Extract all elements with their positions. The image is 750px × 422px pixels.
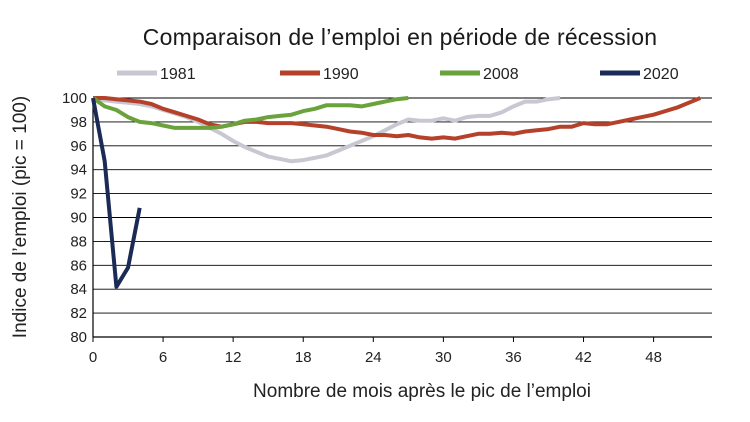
legend: 1981 1990 2008 2020 bbox=[117, 66, 679, 83]
y-tick-label-96: 96 bbox=[70, 138, 87, 155]
series-lines bbox=[91, 96, 702, 289]
y-tick-label-98: 98 bbox=[70, 114, 87, 131]
chart-title: Comparaison de l’emploi en période de ré… bbox=[142, 24, 658, 50]
y-tick-label-82: 82 bbox=[70, 305, 87, 322]
y-tick-labels: 80 82 84 86 88 90 92 94 96 98 100 bbox=[62, 90, 87, 346]
x-axis-label: Nombre de mois après le pic de l’emploi bbox=[253, 381, 591, 402]
x-tick-label-36: 36 bbox=[505, 349, 522, 366]
y-tick-label-80: 80 bbox=[70, 329, 87, 346]
x-tick-label-30: 30 bbox=[435, 349, 452, 366]
y-tick-label-84: 84 bbox=[70, 281, 87, 298]
y-tick-label-92: 92 bbox=[70, 186, 87, 203]
series-line-2008 bbox=[91, 96, 409, 130]
series-line-2020 bbox=[91, 97, 142, 289]
x-tick-label-0: 0 bbox=[89, 349, 97, 366]
series-line-1990 bbox=[93, 96, 702, 141]
x-tick-label-18: 18 bbox=[295, 349, 312, 366]
x-tick-label-6: 6 bbox=[159, 349, 167, 366]
x-tick-label-12: 12 bbox=[225, 349, 242, 366]
y-tick-label-100: 100 bbox=[62, 90, 87, 107]
y-tick-label-94: 94 bbox=[70, 162, 87, 179]
gridlines bbox=[93, 97, 712, 314]
y-tick-label-90: 90 bbox=[70, 210, 87, 227]
legend-label-2020: 2020 bbox=[643, 66, 679, 83]
x-tick-label-48: 48 bbox=[645, 349, 662, 366]
y-axis-label: Indice de l’emploi (pic = 100) bbox=[10, 96, 31, 338]
x-tick-label-24: 24 bbox=[365, 349, 382, 366]
y-tick-label-86: 86 bbox=[70, 257, 87, 274]
x-tick-labels: 0 6 12 18 24 30 36 42 48 bbox=[89, 349, 662, 366]
legend-label-1990: 1990 bbox=[323, 66, 359, 83]
x-tick-label-42: 42 bbox=[575, 349, 592, 366]
axes bbox=[92, 98, 712, 342]
legend-label-2008: 2008 bbox=[483, 66, 519, 83]
y-tick-label-88: 88 bbox=[70, 233, 87, 250]
legend-label-1981: 1981 bbox=[160, 66, 196, 83]
